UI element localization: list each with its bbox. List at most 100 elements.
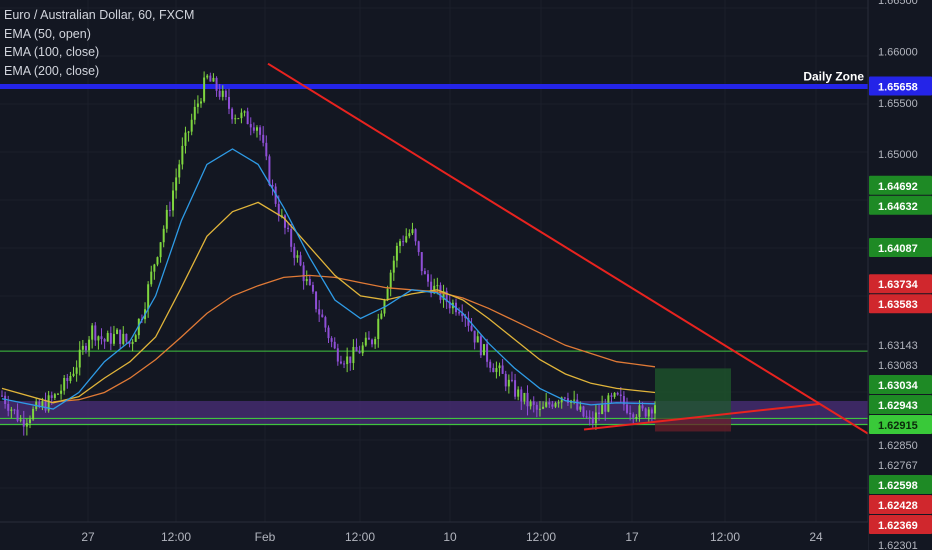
candle <box>402 235 405 247</box>
candle-body <box>224 90 227 98</box>
candle-body <box>137 318 140 336</box>
candle-body <box>283 215 286 228</box>
candle <box>343 360 346 369</box>
price-label-text: 1.64632 <box>878 201 918 213</box>
candle-body <box>638 405 641 417</box>
price-label-text: 1.62369 <box>878 520 918 532</box>
candle <box>330 336 333 348</box>
candle-body <box>588 416 591 418</box>
candle <box>1 390 3 397</box>
candle-body <box>308 279 311 286</box>
legend-ema-50[interactable]: EMA (50, open) <box>4 26 91 41</box>
candle-body <box>271 184 274 187</box>
price-label: 1.62943 <box>869 394 932 414</box>
candle-body <box>417 241 420 253</box>
candle <box>147 281 150 318</box>
candle <box>594 404 597 430</box>
candle <box>647 406 650 422</box>
candle <box>175 168 178 199</box>
candle <box>489 359 492 373</box>
candle <box>607 392 610 413</box>
candle-body <box>212 77 215 82</box>
candle <box>324 315 327 333</box>
candle-body <box>576 399 579 410</box>
legend-ema-100[interactable]: EMA (100, close) <box>4 45 100 59</box>
candle <box>165 205 168 233</box>
candle <box>268 154 271 187</box>
candle <box>66 373 69 389</box>
candle <box>63 374 66 395</box>
candle <box>193 99 196 125</box>
candle-body <box>321 314 324 318</box>
price-label-text: 1.62943 <box>878 400 918 412</box>
candle-body <box>299 255 302 266</box>
time-axis-tick: 10 <box>443 530 457 544</box>
candle <box>542 401 545 410</box>
candle-body <box>458 312 461 314</box>
candle <box>495 361 498 379</box>
candle <box>610 392 613 404</box>
candle-body <box>200 101 203 104</box>
candle-body <box>560 397 563 403</box>
candle-body <box>302 265 305 282</box>
candle-body <box>234 118 237 120</box>
price-label: 1.62428 <box>869 494 932 514</box>
candle <box>13 408 16 415</box>
candle <box>395 242 398 268</box>
candle <box>374 336 377 349</box>
candle-body <box>162 228 165 243</box>
candle <box>458 307 461 316</box>
candle-body <box>10 409 13 411</box>
candle <box>479 334 482 358</box>
legend-symbol[interactable]: Euro / Australian Dollar, 60, FXCM <box>4 8 195 22</box>
legend-ema-200[interactable]: EMA (200, close) <box>4 63 100 78</box>
candle-body <box>106 333 109 342</box>
candle <box>318 300 321 323</box>
candle-body <box>277 203 280 216</box>
candle <box>25 418 28 436</box>
candle <box>420 252 423 276</box>
price-label-text: 1.63083 <box>878 360 918 372</box>
candle-body <box>476 336 479 343</box>
chart-legend: Euro / Australian Dollar, 60, FXCM EMA (… <box>4 6 194 80</box>
candle-body <box>243 111 246 113</box>
price-label: 1.64632 <box>869 195 932 215</box>
price-label: 1.62915 <box>869 414 932 434</box>
price-label-box <box>869 474 932 494</box>
candle <box>632 412 635 424</box>
candle <box>122 326 125 346</box>
candle-body <box>361 345 364 354</box>
candle <box>56 392 59 395</box>
price-label: 1.62369 <box>869 514 932 534</box>
candle <box>548 398 551 408</box>
candle-body <box>364 337 367 346</box>
candle <box>16 403 19 423</box>
candle <box>644 407 647 419</box>
candle <box>399 238 402 254</box>
time-axis-tick: 17 <box>625 530 639 544</box>
candle-body <box>311 285 314 292</box>
candle <box>545 393 548 408</box>
price-label-box <box>869 454 932 474</box>
candle-body <box>442 291 445 300</box>
price-label: 1.63583 <box>869 294 932 314</box>
candle <box>249 117 252 136</box>
candle <box>538 401 541 417</box>
candle-body <box>100 336 103 340</box>
candle-body <box>420 252 423 272</box>
candle <box>476 330 479 343</box>
candle <box>392 255 395 281</box>
candle <box>427 270 430 287</box>
candle <box>88 336 91 357</box>
candle-body <box>255 127 258 131</box>
candle <box>153 263 156 280</box>
candle-body <box>392 260 395 273</box>
candle-body <box>305 279 308 282</box>
ema-100-line <box>1 201 656 404</box>
candles <box>1 71 656 436</box>
candle-body <box>16 409 19 421</box>
candle <box>591 411 594 429</box>
candle <box>75 360 78 382</box>
candle-body <box>324 317 327 328</box>
